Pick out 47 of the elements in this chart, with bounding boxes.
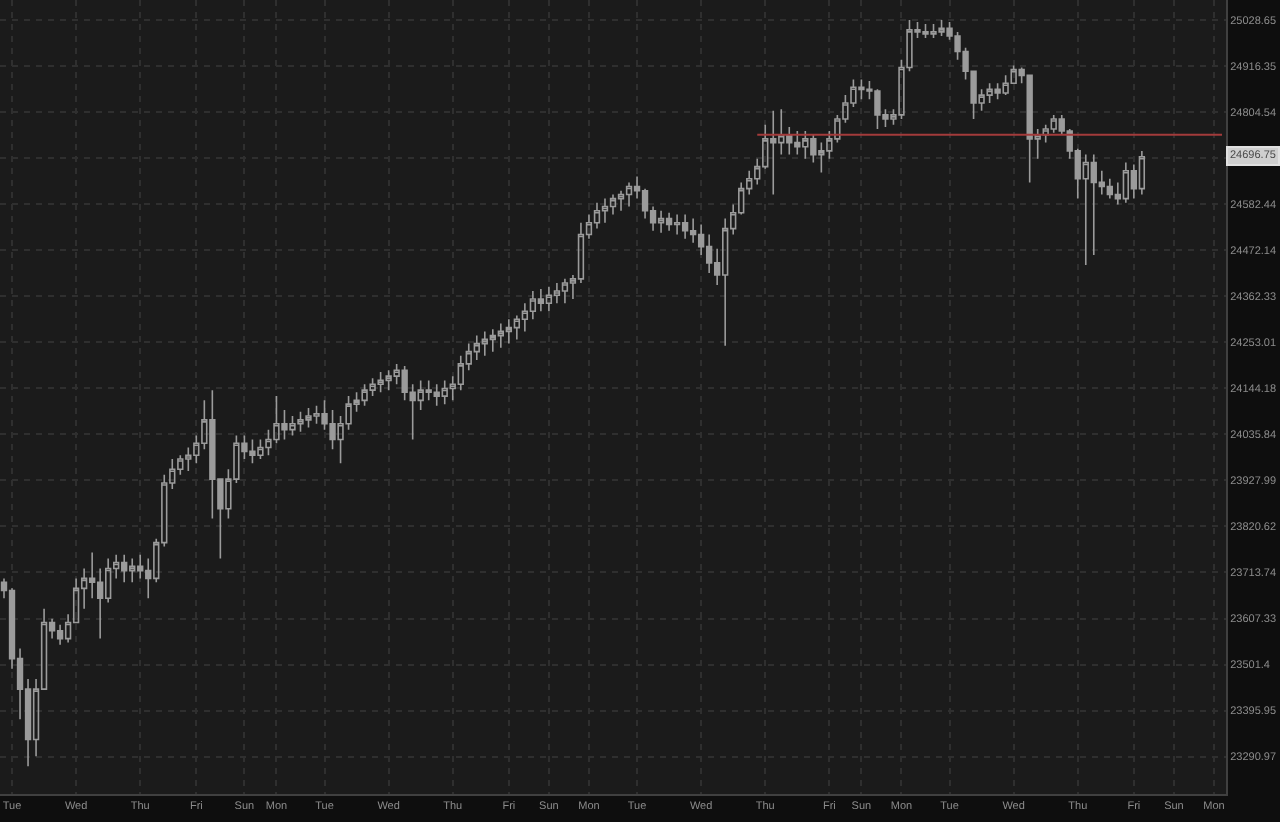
- candlestick: [1002, 74, 1009, 96]
- candlestick: [1082, 153, 1089, 266]
- candlestick: [986, 82, 993, 104]
- candlestick: [505, 318, 513, 345]
- candlestick: [489, 328, 496, 353]
- candlestick: [441, 379, 448, 405]
- candlestick: [361, 383, 368, 407]
- candlestick: [874, 88, 881, 130]
- candlestick: [561, 278, 569, 304]
- candlestick: [425, 379, 432, 402]
- candlestick: [289, 415, 296, 437]
- candlestick: [858, 78, 865, 101]
- candlestick: [930, 23, 937, 39]
- candlestick: [1106, 177, 1113, 200]
- candlestick: [673, 213, 681, 236]
- candlestick: [922, 23, 929, 39]
- candlestick: [657, 209, 665, 234]
- candlestick: [770, 109, 777, 196]
- candlestick: [665, 211, 673, 232]
- candlestick: [385, 369, 392, 391]
- candlestick: [1122, 161, 1130, 204]
- candlestick: [297, 411, 304, 433]
- candlestick: [249, 438, 256, 465]
- candlestick: [433, 383, 440, 407]
- candlestick: [313, 405, 320, 425]
- candlestick: [305, 407, 312, 429]
- candlestick: [681, 213, 689, 240]
- candlestick: [1026, 74, 1033, 184]
- candlestick: [129, 557, 136, 584]
- candlestick: [377, 371, 384, 394]
- candlestick: [625, 181, 633, 208]
- candlestick: [121, 553, 128, 584]
- candlestick: [617, 189, 625, 212]
- candlestick: [601, 197, 609, 224]
- candlestick: [810, 133, 817, 164]
- candlestick: [994, 82, 1001, 101]
- candlestick: [257, 438, 264, 460]
- candlestick: [553, 282, 561, 304]
- candlestick: [545, 286, 553, 312]
- candlestick: [537, 288, 545, 312]
- candlestick: [609, 193, 617, 216]
- candlestick: [802, 130, 809, 160]
- candlestick: [497, 322, 504, 349]
- candlestick: [481, 330, 488, 357]
- candlestick: [794, 130, 801, 156]
- candlestick: [1138, 150, 1146, 196]
- candlestick: [938, 19, 945, 37]
